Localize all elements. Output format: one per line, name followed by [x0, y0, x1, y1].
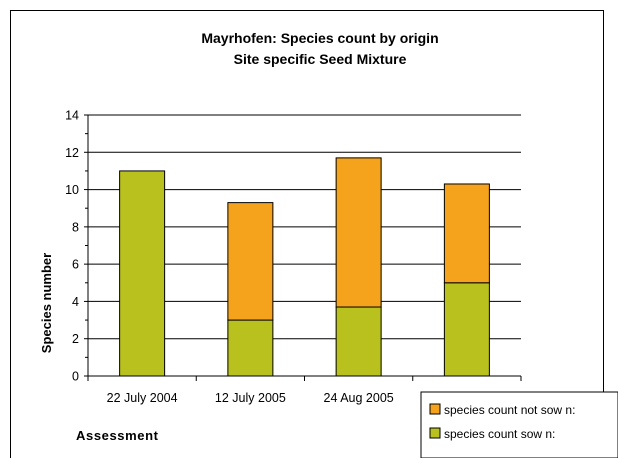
legend-box [420, 391, 618, 458]
x-tick-label: 24 Aug 2005 [324, 391, 394, 405]
bar-segment-not-sown [335, 157, 382, 308]
axes [84, 114, 522, 381]
legend-swatch [429, 403, 441, 415]
y-axis-title: Species number [39, 253, 54, 353]
bar-segment-sown [119, 170, 166, 377]
chart-subtitle: Site specific Seed Mixture [234, 51, 407, 67]
legend-label: species count sow n: [444, 427, 555, 441]
x-axis-title: Assessment [76, 428, 159, 443]
chart-title: Mayrhofen: Species count by origin [201, 30, 438, 46]
y-tick-labels: 0 2 4 6 8 10 12 14 [65, 109, 79, 384]
chart-frame [10, 10, 604, 458]
y-tick-label: 2 [72, 332, 79, 346]
y-tick-label: 10 [65, 183, 79, 197]
bar-segment-sown [335, 306, 382, 377]
x-tick-label: 22 July 2004 [107, 391, 178, 405]
y-tick-label: 12 [65, 146, 79, 160]
bars [119, 157, 490, 377]
bar-segment-sown [443, 282, 490, 377]
y-tick-label: 8 [72, 220, 79, 234]
y-tick-label: 4 [72, 295, 79, 309]
y-tick-label: 14 [65, 109, 79, 123]
bar-segment-not-sown [227, 202, 274, 321]
legend: species count not sow n: species count so… [420, 391, 618, 458]
x-tick-label: 12 July 2005 [215, 391, 286, 405]
legend-swatch [429, 427, 441, 439]
y-tick-label: 0 [72, 370, 79, 384]
bar-segment-sown [227, 319, 274, 377]
legend-label: species count not sow n: [444, 403, 575, 417]
bar-segment-not-sown [443, 183, 490, 284]
y-tick-label: 6 [72, 258, 79, 272]
